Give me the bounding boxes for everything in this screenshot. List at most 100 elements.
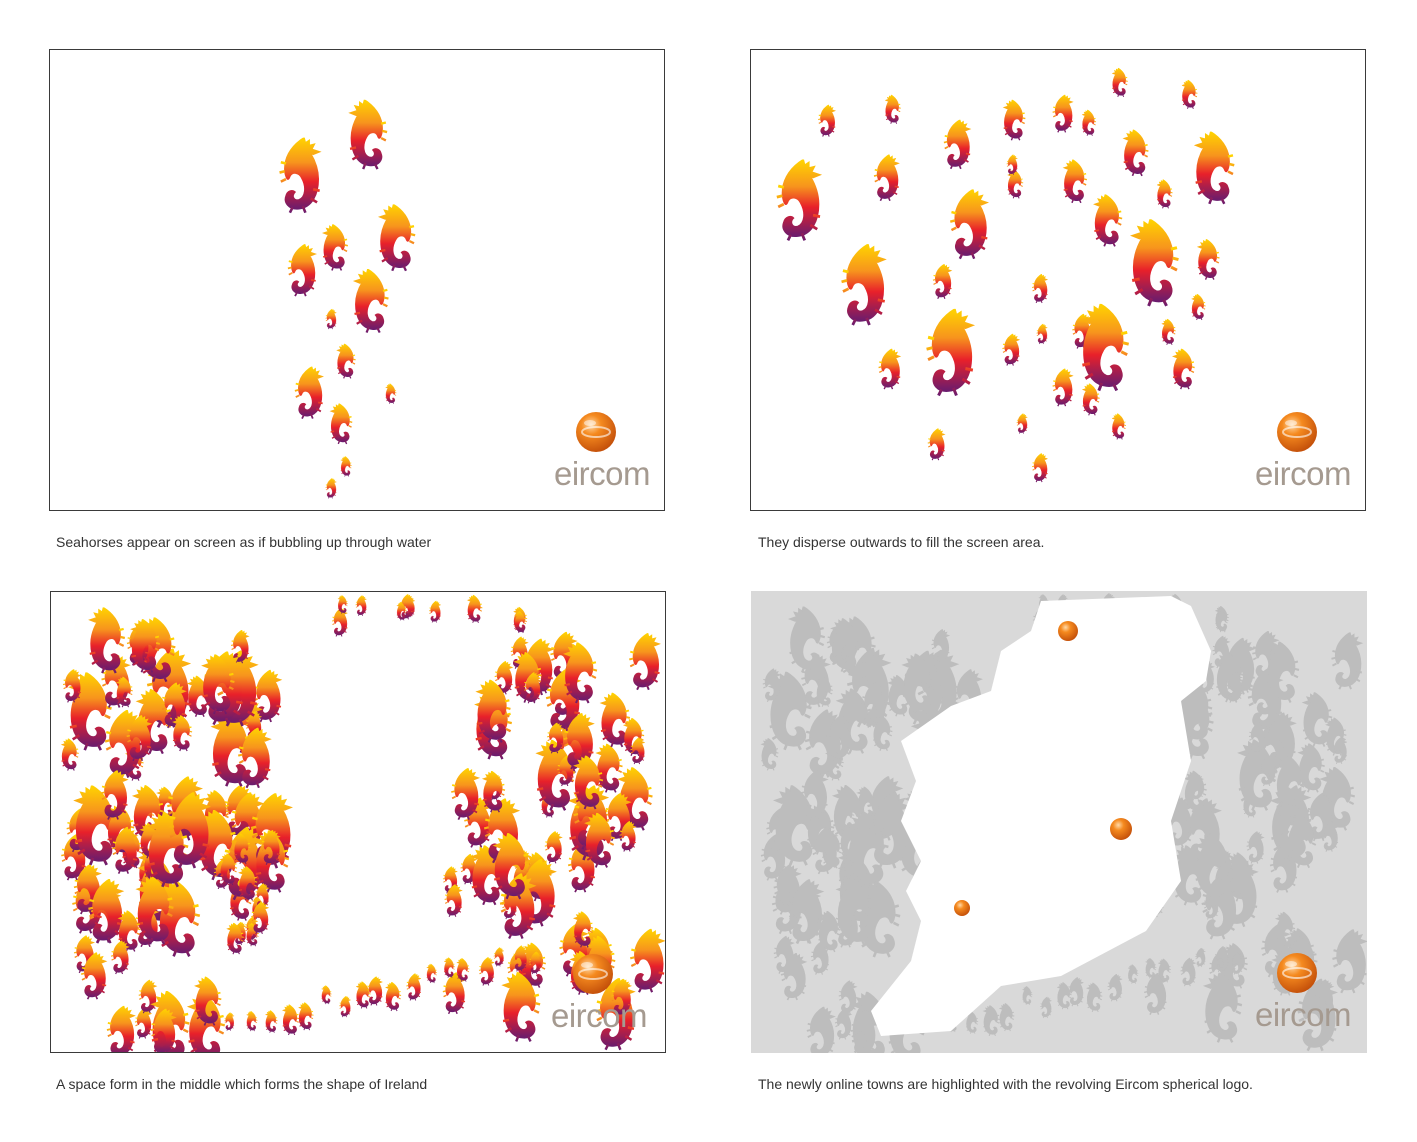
- seahorse-icon: [355, 981, 372, 1009]
- seahorse-icon: [282, 1004, 300, 1036]
- seahorse-icon: [366, 976, 383, 1006]
- seahorse-icon: [1122, 129, 1150, 177]
- seahorse-icon: [884, 94, 902, 125]
- seahorse-icon: [337, 595, 349, 614]
- seahorse-icon: [353, 269, 390, 334]
- seahorse-icon: [932, 264, 953, 300]
- seahorse-icon: [1161, 318, 1177, 346]
- town-sphere-icon: [954, 900, 970, 916]
- seahorse-icon: [1156, 179, 1174, 209]
- eircom-sphere-icon: [576, 412, 616, 452]
- seahorse-icon: [348, 99, 389, 171]
- seahorse-icon: [265, 1010, 278, 1034]
- seahorse-icon: [1330, 632, 1363, 691]
- seahorse-icon: [1246, 831, 1265, 865]
- seahorse-icon: [450, 768, 480, 821]
- seahorse-icon: [385, 383, 397, 405]
- seahorse-icon: [949, 189, 989, 260]
- seahorse-icon: [1082, 383, 1101, 416]
- seahorse-icon: [493, 833, 531, 900]
- seahorse-icon: [628, 633, 661, 691]
- seahorse-icon: [1183, 770, 1208, 813]
- eircom-sphere-icon: [573, 954, 613, 994]
- seahorse-icon: [544, 831, 563, 864]
- seahorse-icon: [100, 770, 129, 821]
- seahorse-icon: [466, 594, 483, 624]
- eircom-sphere-icon: [1277, 953, 1317, 993]
- seahorse-icon: [493, 947, 505, 967]
- seahorse-icon: [336, 343, 357, 379]
- town-sphere-icon: [1110, 818, 1132, 840]
- seahorse-icon: [1111, 67, 1129, 98]
- seahorse-icon: [1194, 131, 1236, 206]
- seahorse-icon: [1194, 833, 1233, 901]
- eircom-wordmark: eircom: [553, 455, 651, 492]
- seahorse-icon: [925, 308, 975, 397]
- seahorse-icon: [325, 478, 337, 499]
- seahorse-icon: [355, 595, 367, 617]
- seahorse-icon: [877, 348, 901, 390]
- eircom-logo: eircom: [537, 952, 648, 1034]
- seahorse-icon: [1051, 368, 1074, 407]
- seahorse-icon: [1022, 986, 1033, 1006]
- seahorse-icon: [1006, 154, 1018, 176]
- seahorse-icon: [838, 980, 858, 1015]
- seahorse-icon: [800, 770, 829, 821]
- seahorse-icon: [927, 428, 946, 461]
- seahorse-icon: [443, 957, 456, 979]
- ireland-shape: [871, 596, 1211, 1036]
- seahorse-icon: [1031, 274, 1049, 304]
- seahorse-icon: [1197, 239, 1221, 281]
- seahorse-icon: [780, 952, 807, 1001]
- eircom-logo: eircom: [540, 410, 651, 492]
- seahorse-icon: [1111, 413, 1127, 440]
- seahorse-icon: [1051, 94, 1074, 133]
- seahorse-icon: [629, 737, 646, 765]
- seahorse-icon: [1275, 911, 1296, 949]
- seahorse-icon: [1003, 99, 1027, 141]
- seahorse-icon: [1001, 333, 1020, 367]
- seahorse-icon: [1107, 974, 1123, 1002]
- town-sphere-icon: [1058, 621, 1078, 641]
- panel-1-frame: eircom: [49, 49, 665, 511]
- seahorse-icon: [62, 669, 82, 703]
- seahorse-icon: [322, 224, 349, 272]
- seahorse-icon: [760, 738, 780, 771]
- seahorse-icon: [378, 204, 417, 272]
- seahorse-icon: [1036, 323, 1048, 345]
- seahorse-icon: [1172, 348, 1196, 390]
- seahorse-icon: [775, 159, 822, 242]
- seahorse-icon: [338, 995, 351, 1018]
- seahorse-icon: [1214, 946, 1230, 973]
- seahorse-icon: [456, 958, 470, 983]
- eircom-logo: eircom: [1241, 410, 1352, 490]
- seahorse-icon: [482, 770, 506, 813]
- seahorse-icon: [88, 607, 126, 675]
- seahorse-icon: [1031, 453, 1049, 483]
- seahorse-icon: [298, 1002, 314, 1031]
- seahorse-icon: [329, 403, 353, 445]
- seahorse-icon: [817, 104, 836, 138]
- seahorse-icon: [325, 308, 337, 330]
- seahorse-icon: [246, 1011, 258, 1032]
- seahorse-icon: [943, 119, 971, 170]
- panel-4-seahorse-scene: [760, 593, 1367, 1053]
- seahorse-icon: [1127, 964, 1139, 985]
- seahorse-icon: [1056, 982, 1073, 1010]
- seahorse-icon: [1093, 194, 1124, 248]
- seahorse-icon: [385, 981, 402, 1012]
- seahorse-icon: [1181, 79, 1198, 110]
- eircom-logo: eircom: [1241, 951, 1352, 1031]
- seahorse-icon: [287, 244, 317, 298]
- seahorse-icon: [61, 738, 80, 772]
- seahorse-icon: [573, 911, 594, 948]
- seahorse-icon: [1081, 109, 1097, 137]
- seahorse-icon: [1130, 219, 1180, 308]
- panel-3-caption: A space form in the middle which forms t…: [56, 1076, 428, 1092]
- eircom-wordmark: eircom: [550, 997, 648, 1034]
- seahorse-icon: [321, 985, 332, 1005]
- panel-4-frame: eircom: [751, 591, 1367, 1053]
- seahorse-icon: [1067, 977, 1084, 1007]
- seahorse-icon: [998, 1003, 1015, 1032]
- panel-1-caption: Seahorses appear on screen as if bubblin…: [56, 534, 432, 550]
